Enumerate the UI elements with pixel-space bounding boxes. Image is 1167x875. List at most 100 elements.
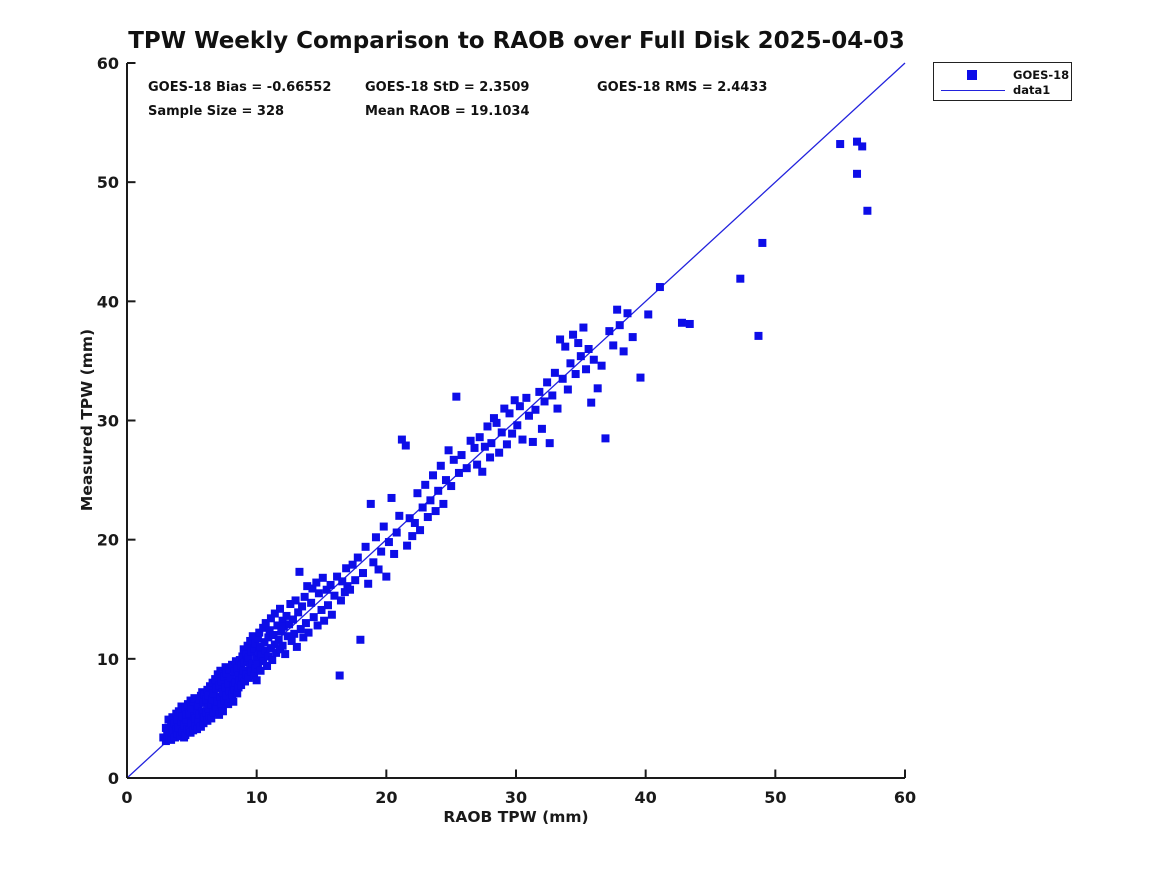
scatter-point	[299, 633, 308, 642]
scatter-point	[513, 421, 522, 430]
scatter-point	[268, 656, 277, 665]
scatter-point	[587, 398, 596, 407]
scatter-point	[218, 707, 227, 716]
scatter-point	[338, 577, 347, 586]
scatter-point	[209, 689, 218, 698]
scatter-point	[736, 274, 745, 283]
scatter-point	[229, 697, 238, 706]
scatter-point	[374, 565, 383, 574]
scatter-point	[253, 660, 262, 669]
scatter-point	[211, 675, 220, 684]
scatter-point	[318, 573, 327, 582]
x-tick-label: 20	[375, 788, 397, 807]
x-tick-label: 10	[246, 788, 268, 807]
scatter-point	[858, 142, 867, 151]
scatter-point	[278, 641, 287, 650]
scatter-point	[528, 437, 537, 446]
scatter-point	[582, 365, 591, 374]
stat-bias: GOES-18 Bias = -0.66552	[148, 80, 332, 95]
scatter-point	[387, 493, 396, 502]
scatter-point	[515, 402, 524, 411]
scatter-point	[283, 632, 292, 641]
scatter-point	[217, 701, 226, 710]
x-tick-label: 40	[635, 788, 657, 807]
scatter-point	[561, 342, 570, 351]
scatter-point	[466, 436, 475, 445]
scatter-point	[483, 422, 492, 431]
scatter-series-goes18	[159, 137, 872, 746]
scatter-point	[260, 638, 269, 647]
stat-std: GOES-18 StD = 2.3509	[365, 80, 530, 95]
scatter-point	[492, 418, 501, 427]
scatter-point	[418, 503, 427, 512]
scatter-point	[377, 547, 386, 556]
scatter-point	[384, 538, 393, 547]
scatter-point	[288, 615, 297, 624]
scatter-point	[579, 323, 588, 332]
scatter-point	[312, 578, 321, 587]
scatter-point	[224, 679, 233, 688]
scatter-point	[390, 549, 399, 558]
scatter-point	[487, 439, 496, 448]
scatter-point	[628, 333, 637, 342]
y-tick-label: 30	[97, 412, 119, 431]
scatter-point	[405, 514, 414, 523]
y-tick-label: 10	[97, 650, 119, 669]
scatter-point	[571, 370, 580, 379]
scatter-point	[537, 424, 546, 433]
scatter-point	[475, 433, 484, 442]
scatter-point	[447, 482, 456, 491]
scatter-point	[259, 623, 268, 632]
scatter-point	[356, 635, 365, 644]
scatter-point	[364, 579, 373, 588]
scatter-point	[266, 614, 275, 623]
scatter-point	[182, 715, 191, 724]
scatter-point	[558, 374, 567, 383]
scatter-point	[181, 704, 190, 713]
scatter-point	[423, 513, 432, 522]
scatter-point	[187, 703, 196, 712]
scatter-point	[224, 700, 233, 709]
scatter-point	[351, 576, 360, 585]
scatter-point	[397, 435, 406, 444]
scatter-point	[426, 496, 435, 505]
scatter-point	[576, 352, 585, 361]
scatter-point	[497, 428, 506, 437]
scatter-point	[252, 676, 261, 685]
scatter-point	[248, 659, 257, 668]
scatter-point	[470, 443, 479, 452]
scatter-point	[531, 405, 540, 414]
scatter-point	[276, 604, 285, 613]
scatter-point	[320, 616, 329, 625]
scatter-point	[593, 384, 602, 393]
scatter-point	[255, 628, 264, 637]
scatter-point	[615, 321, 624, 330]
scatter-point	[326, 580, 335, 589]
scatter-point	[253, 634, 262, 643]
scatter-point	[327, 610, 336, 619]
scatter-point	[273, 621, 282, 630]
scatter-point	[335, 671, 344, 680]
scatter-point	[584, 345, 593, 353]
scatter-point	[194, 701, 203, 710]
scatter-point	[540, 397, 549, 406]
scatter-point	[408, 532, 417, 541]
scatter-point	[287, 636, 296, 645]
scatter-point	[489, 414, 498, 423]
scatter-point	[207, 714, 216, 723]
scatter-point	[369, 558, 378, 567]
legend-box: GOES-18 data1	[933, 62, 1072, 101]
scatter-point	[454, 468, 463, 477]
scatter-point	[548, 391, 557, 400]
scatter-point	[228, 690, 237, 699]
scatter-point	[295, 567, 304, 576]
scatter-point	[314, 589, 323, 598]
square-marker-icon	[967, 70, 977, 80]
scatter-point	[244, 673, 253, 682]
x-tick-label: 50	[764, 788, 786, 807]
scatter-point	[416, 526, 425, 535]
scatter-point	[431, 507, 440, 516]
scatter-point	[274, 635, 283, 644]
scatter-point	[452, 392, 461, 401]
